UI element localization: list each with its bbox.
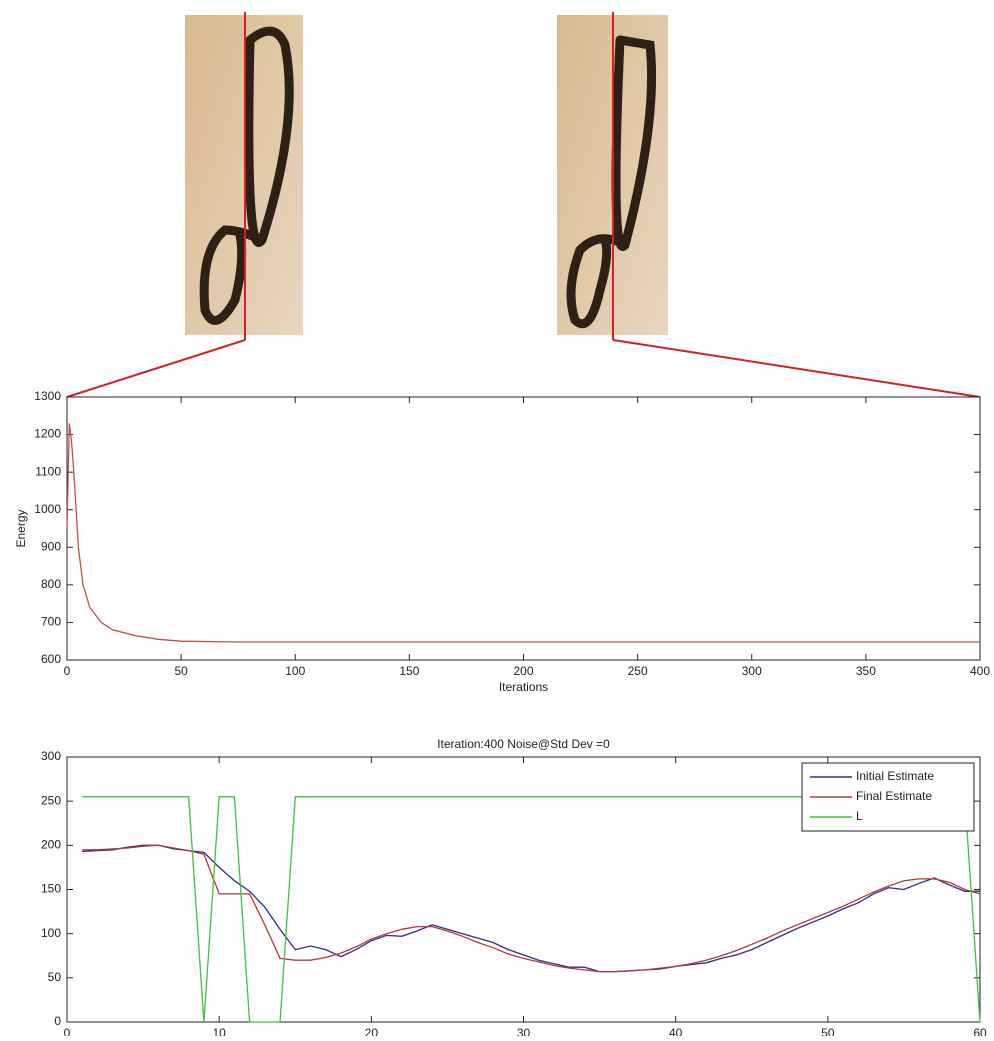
data-line <box>66 423 980 643</box>
x-tick-label: 200 <box>513 664 533 678</box>
data-line <box>82 844 981 973</box>
x-tick-label: 40 <box>669 1026 683 1036</box>
y-tick-label: 600 <box>41 652 61 666</box>
zoom-line <box>612 339 981 398</box>
x-tick-label: 350 <box>856 664 876 678</box>
x-tick-label: 400 <box>970 664 990 678</box>
x-tick-label: 20 <box>365 1026 379 1036</box>
y-tick-label: 1200 <box>34 427 61 441</box>
x-tick-label: 300 <box>742 664 762 678</box>
y-tick-label: 1000 <box>34 502 61 516</box>
zoom-line <box>66 339 246 398</box>
x-axis-label: Iterations <box>499 680 548 694</box>
data-line <box>82 844 980 973</box>
x-tick-label: 100 <box>285 664 305 678</box>
x-tick-label: 30 <box>517 1026 531 1036</box>
x-tick-label: 150 <box>399 664 419 678</box>
y-tick-label: 200 <box>41 838 61 852</box>
x-tick-label: 50 <box>821 1026 835 1036</box>
y-tick-label: 50 <box>48 970 62 984</box>
chart-title: Iteration:400 Noise@Std Dev =0 <box>437 737 610 751</box>
letter <box>566 35 657 329</box>
x-tick-label: 50 <box>174 664 188 678</box>
letter <box>199 26 294 325</box>
y-tick-label: 250 <box>41 793 61 807</box>
x-tick-label: 60 <box>973 1026 987 1036</box>
x-tick-label: 10 <box>212 1026 226 1036</box>
y-tick-label: 800 <box>41 577 61 591</box>
y-tick-label: 900 <box>41 539 61 553</box>
x-tick-label: 250 <box>628 664 648 678</box>
plot-area <box>66 396 981 661</box>
legend-label: Final Estimate <box>856 789 932 803</box>
legend-label: L <box>856 809 863 823</box>
y-tick-label: 1100 <box>35 464 61 478</box>
y-axis-label: Energy <box>14 509 28 547</box>
x-tick-label: 0 <box>64 1026 71 1036</box>
x-tick-label: 0 <box>64 664 71 678</box>
legend-label: Initial Estimate <box>856 769 934 783</box>
y-tick-label: 100 <box>41 926 61 940</box>
y-tick-label: 150 <box>41 882 61 896</box>
y-tick-label: 300 <box>41 749 61 763</box>
y-tick-label: 1300 <box>34 389 61 403</box>
y-tick-label: 0 <box>54 1014 61 1028</box>
connector <box>66 12 981 398</box>
y-tick-label: 700 <box>41 615 61 629</box>
